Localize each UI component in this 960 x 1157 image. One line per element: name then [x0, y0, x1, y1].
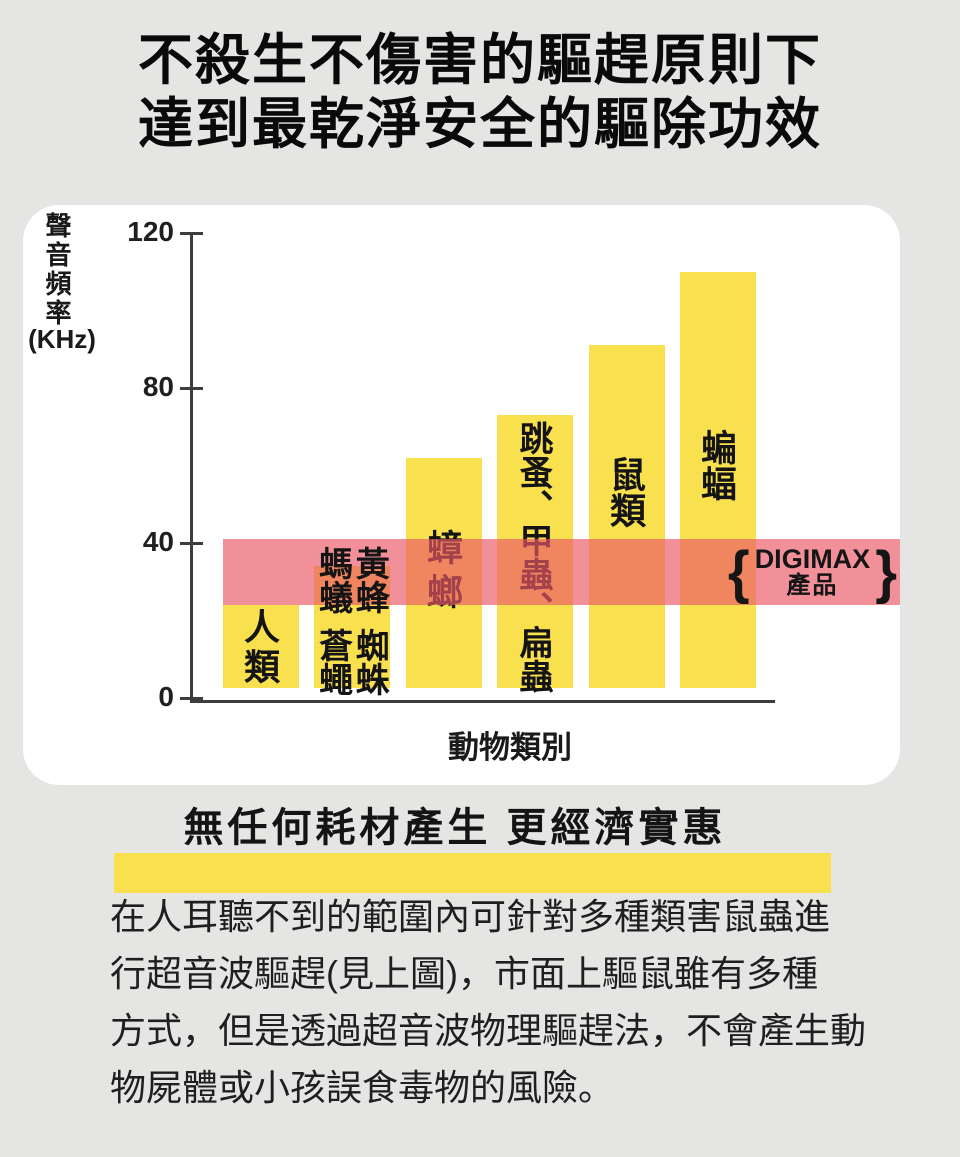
bar-label-word: 螞蟻	[313, 546, 352, 614]
y-tick-mark	[180, 387, 203, 390]
digimax-label: DIGIMAX	[754, 544, 871, 574]
y-axis-title: 聲音頻率	[42, 212, 72, 328]
right-brace: }	[875, 538, 897, 605]
page-title-line1: 不殺生不傷害的驅趕原則下	[137, 29, 822, 91]
subtitle-highlight-bar	[114, 853, 831, 893]
x-axis-line	[190, 700, 775, 703]
left-brace: {	[727, 538, 750, 605]
y-tick-label: 80	[142, 371, 174, 402]
y-axis-line	[190, 233, 193, 702]
paragraph-line: 行超音波驅趕(見上圖)，市面上驅鼠雖有多種	[110, 953, 818, 994]
bar-鼠類	[589, 345, 665, 688]
x-axis-title: 動物類別	[448, 730, 572, 765]
bar-label-column: 黃蜂 蜘蛛	[350, 546, 389, 696]
paragraph-line: 物屍體或小孩誤食毒物的風險。	[110, 1067, 615, 1108]
bar-label-word: 蒼蠅	[313, 628, 352, 696]
y-tick-label: 120	[127, 216, 174, 247]
bar-label-人類: 人類	[239, 608, 280, 688]
bar-人類	[223, 605, 299, 688]
y-tick-label: 40	[142, 526, 174, 557]
bar-label-蝙蝠: 蝙蝠	[696, 429, 737, 501]
y-tick-mark	[180, 542, 203, 545]
bar-label-鼠類: 鼠類	[605, 456, 646, 528]
y-tick-mark	[180, 697, 203, 700]
bar-label-螞蟻/蒼蠅/黃蜂/蜘蛛: 螞蟻 蒼蠅 黃蜂 蜘蛛	[313, 546, 389, 696]
bar-label-column: 螞蟻 蒼蠅	[313, 546, 352, 696]
y-tick-label: 0	[158, 681, 174, 712]
paragraph-line: 在人耳聽不到的範圍內可針對多種類害鼠蟲進	[110, 896, 831, 937]
page-title-line2: 達到最乾淨安全的驅除功效	[137, 93, 822, 155]
digimax-frequency-band	[223, 539, 900, 605]
bar-蝙蝠	[680, 272, 756, 688]
page-title: 不殺生不傷害的驅趕原則下 達到最乾淨安全的驅除功效	[0, 28, 960, 156]
section-subtitle: 無任何耗材產生 更經濟實惠	[183, 806, 727, 850]
product-label: 產品	[786, 572, 839, 599]
digimax-band-legend: { DIGIMAX 產品 }	[728, 539, 897, 605]
body-paragraph: 在人耳聽不到的範圍內可針對多種類害鼠蟲進 行超音波驅趕(見上圖)，市面上驅鼠雖有…	[110, 888, 870, 1116]
bar-label-word: 黃蜂	[350, 546, 389, 614]
bar-label-word: 蜘蛛	[350, 628, 389, 696]
paragraph-line: 方式，但是透過超音波物理驅趕法，不會產生動	[110, 1010, 867, 1051]
y-axis-unit: (KHz)	[28, 324, 96, 354]
y-tick-mark	[180, 232, 203, 235]
digimax-band-legend-text: DIGIMAX 產品	[755, 545, 871, 599]
